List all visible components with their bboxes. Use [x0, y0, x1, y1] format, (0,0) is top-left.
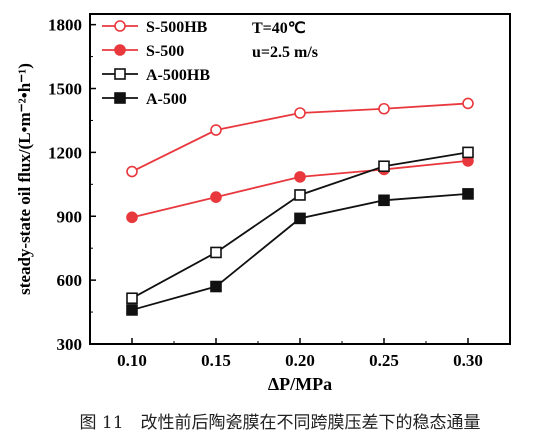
data-point-a-500 [294, 212, 306, 225]
data-point-a-500 [378, 194, 390, 207]
data-point-a-500hb [126, 292, 138, 305]
data-point-s-500hb [378, 102, 390, 115]
legend-label: A-500 [146, 91, 187, 108]
legend-label: S-500 [146, 43, 184, 60]
series-line-s-500 [131, 160, 469, 219]
y-axis-label: steady-state oil flux/(L•m⁻²•h⁻¹) [15, 63, 34, 295]
data-point-a-500 [462, 188, 474, 200]
annotation-text: T=40℃ [252, 20, 306, 37]
y-tick-label: 1800 [48, 16, 82, 35]
x-axis-label: ΔP/MPa [268, 374, 332, 394]
y-tick-label: 900 [57, 207, 83, 226]
x-tick-label: 0.25 [369, 351, 399, 370]
y-tick-label: 300 [57, 335, 83, 354]
data-point-s-500hb [210, 124, 222, 136]
x-tick-label: 0.10 [117, 351, 147, 370]
data-point-s-500hb [294, 107, 306, 119]
data-point-a-500hb [462, 146, 474, 159]
legend-marker [114, 92, 126, 104]
y-tick-label: 600 [57, 271, 83, 290]
x-tick-label: 0.20 [285, 351, 315, 370]
data-point-a-500 [210, 280, 222, 293]
x-tick-label: 0.30 [453, 351, 483, 370]
legend-label: S-500HB [146, 19, 208, 36]
data-point-s-500 [210, 191, 222, 203]
data-point-s-500 [126, 211, 138, 224]
data-point-a-500 [126, 304, 138, 316]
annotation-text: u=2.5 m/s [252, 44, 318, 61]
legend-marker [114, 68, 126, 80]
data-point-a-500hb [294, 189, 306, 201]
data-point-a-500hb [210, 246, 222, 259]
y-tick-label: 1200 [48, 143, 82, 162]
data-point-s-500 [294, 171, 306, 183]
data-point-s-500hb [462, 97, 474, 110]
legend-label: A-500HB [146, 67, 210, 84]
y-tick-label: 1500 [48, 80, 82, 99]
series-line-a-500 [131, 193, 469, 311]
data-point-s-500hb [126, 165, 138, 178]
data-point-a-500hb [378, 160, 390, 173]
figure-caption: 图 11 改性前后陶瓷膜在不同跨膜压差下的稳态通量 [79, 413, 481, 433]
legend-marker [114, 44, 126, 56]
legend-marker [114, 20, 126, 32]
x-tick-label: 0.15 [201, 351, 231, 370]
